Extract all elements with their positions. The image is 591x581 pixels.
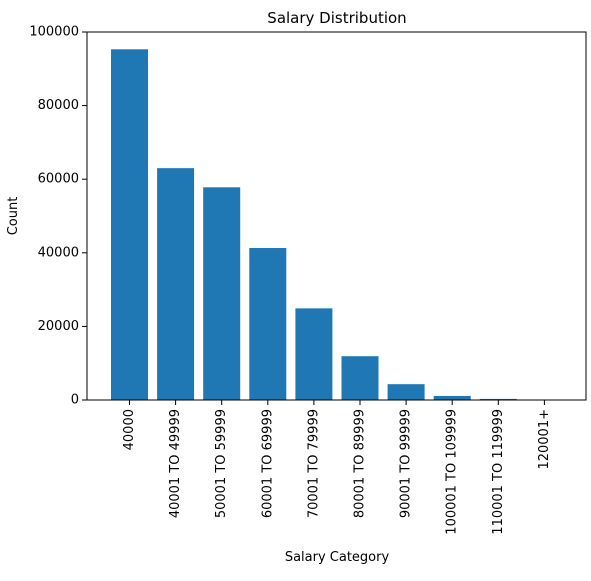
- y-axis-ticks: 0 20000 40000 60000 80000 100000: [29, 25, 87, 408]
- y-tick-label: 40000: [38, 245, 79, 260]
- bar: [157, 168, 194, 400]
- bar: [295, 308, 332, 400]
- x-tick-label: 40001 TO 49999: [168, 409, 183, 518]
- x-tick-label: 90001 TO 99999: [399, 409, 414, 518]
- x-axis-label: Salary Category: [285, 550, 390, 565]
- bar: [111, 49, 148, 400]
- x-tick-label: 80001 TO 89999: [353, 409, 368, 518]
- x-tick-label: 70001 TO 79999: [306, 409, 321, 518]
- x-tick-label: 40000: [122, 409, 137, 450]
- y-tick-label: 80000: [38, 98, 79, 113]
- bars-group: [111, 49, 563, 400]
- bar: [249, 248, 286, 400]
- y-tick-label: 20000: [38, 319, 79, 334]
- x-tick-label: 60001 TO 69999: [260, 409, 275, 518]
- y-tick-label: 0: [71, 393, 79, 408]
- x-tick-label: 120001+: [537, 409, 552, 470]
- bar: [434, 396, 471, 400]
- x-tick-label: 110001 TO 119999: [491, 409, 506, 535]
- bar: [342, 356, 379, 400]
- x-axis-ticks: 40000 40001 TO 49999 50001 TO 59999 60001 T…: [122, 400, 552, 535]
- y-axis-label: Count: [6, 197, 21, 236]
- chart-title: Salary Distribution: [267, 9, 406, 27]
- x-tick-label: 100001 TO 109999: [445, 409, 460, 535]
- y-tick-label: 60000: [38, 172, 79, 187]
- bar: [203, 187, 240, 400]
- y-tick-label: 100000: [29, 25, 79, 40]
- bar: [388, 384, 425, 400]
- x-tick-label: 50001 TO 59999: [214, 409, 229, 518]
